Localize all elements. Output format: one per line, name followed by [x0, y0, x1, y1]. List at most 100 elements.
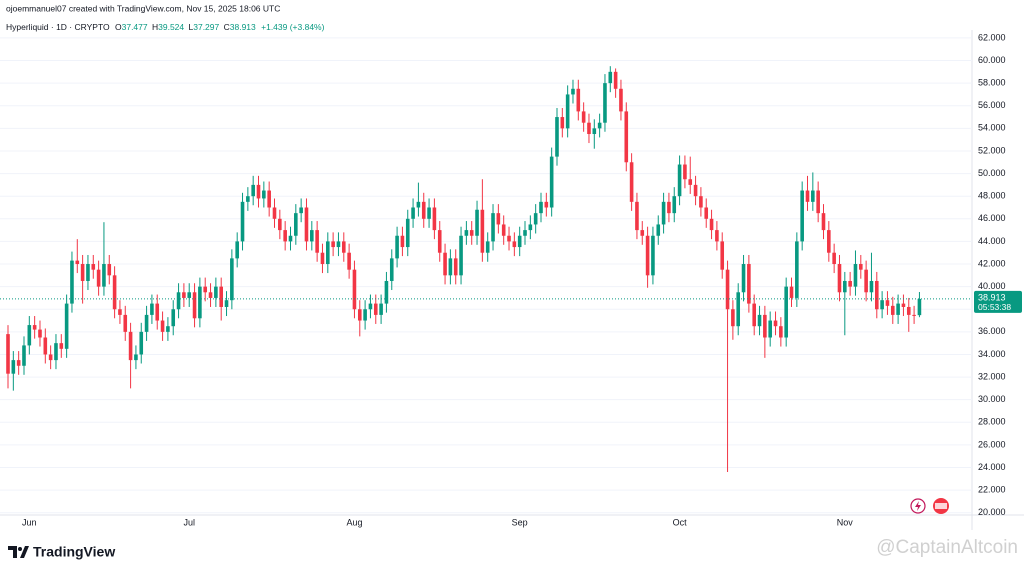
candle-body [166, 326, 170, 332]
y-tick-label: 62.000 [978, 32, 1006, 42]
candle-body [699, 196, 703, 208]
candle-body [278, 218, 282, 231]
candle-body [437, 230, 442, 253]
candle-body [310, 230, 314, 242]
y-tick-label: 36.000 [978, 326, 1006, 336]
candle-body [555, 117, 559, 157]
candle-body [288, 235, 293, 242]
candle-body [32, 325, 37, 330]
h-label: H [152, 22, 158, 32]
countdown: 05:53:38 [978, 302, 1011, 312]
y-tick-label: 46.000 [978, 213, 1006, 223]
candle-body [240, 201, 245, 242]
candle-body [597, 122, 602, 129]
candle-body [757, 314, 762, 327]
candle-body [885, 300, 890, 306]
candle-body [859, 264, 863, 270]
y-tick-label: 28.000 [978, 417, 1006, 427]
x-tick-label: Jul [183, 517, 195, 527]
y-tick-label: 52.000 [978, 145, 1006, 155]
candle-body [613, 71, 618, 89]
y-tick-label: 56.000 [978, 100, 1006, 110]
candle-body [43, 337, 48, 355]
candle-body [453, 258, 458, 276]
candle-body [517, 235, 522, 248]
candle-body [27, 325, 32, 346]
candle-body [768, 320, 772, 338]
candle-body [150, 303, 154, 315]
candle-body [320, 252, 325, 265]
candle-body [432, 207, 437, 231]
candle-body [549, 156, 554, 208]
candle-body [272, 207, 277, 219]
candle-body [901, 303, 906, 307]
candle-body [725, 269, 730, 310]
y-tick-label: 20.000 [978, 507, 1006, 517]
logo-icon [18, 547, 22, 551]
candle-body [821, 213, 826, 231]
candle-body [134, 354, 138, 361]
candle-body [603, 83, 607, 123]
candle-body [112, 275, 117, 310]
candle-body [651, 235, 655, 276]
candle-body [677, 164, 682, 197]
candle-body [528, 224, 533, 231]
y-tick-label: 54.000 [978, 123, 1006, 133]
candle-body [315, 230, 319, 253]
candle-body [182, 292, 186, 298]
l-label: L [189, 22, 194, 32]
candle-body [480, 209, 485, 253]
candle-body [267, 190, 271, 208]
candle-body [123, 314, 128, 332]
logo-text: TradingView [33, 544, 115, 560]
candle-body [688, 179, 693, 185]
candle-body [912, 314, 916, 316]
candle-body [485, 241, 490, 253]
candle-body [357, 309, 362, 321]
y-tick-label: 60.000 [978, 55, 1006, 65]
candle-body [389, 258, 394, 281]
attribution: ojoemmanuel07 created with TradingView.c… [6, 3, 280, 13]
logo: TradingView [8, 544, 115, 560]
candle-body [38, 329, 42, 338]
candle-body [640, 230, 645, 236]
candle-body [80, 264, 85, 281]
y-tick-label: 42.000 [978, 258, 1006, 268]
candle-body [155, 303, 160, 321]
change: +1.439 (+3.84%) [261, 22, 324, 32]
candle-body [203, 286, 208, 293]
candle-body [251, 184, 255, 197]
candle-body [539, 201, 543, 214]
icon [915, 501, 921, 511]
candle-body [459, 235, 463, 276]
y-tick-label: 32.000 [978, 371, 1006, 381]
candle-body [427, 207, 431, 219]
candle-body [624, 111, 629, 163]
candle-body [805, 190, 810, 202]
candle-body [816, 190, 820, 214]
candle-body [411, 207, 415, 219]
y-tick-label: 44.000 [978, 236, 1006, 246]
candle-body [731, 309, 735, 327]
candle-body [70, 260, 74, 304]
candle-body [571, 88, 575, 95]
candle-body [795, 241, 799, 298]
candle-body [171, 309, 176, 327]
candle-body [565, 94, 570, 129]
y-tick-label: 34.000 [978, 349, 1006, 359]
candle-body [22, 345, 26, 366]
candle-body [619, 88, 623, 112]
h-value: 39.524 [158, 22, 184, 32]
candle-body [416, 201, 421, 208]
candle-body [144, 314, 149, 332]
candle-body [208, 292, 213, 298]
y-tick-label: 24.000 [978, 462, 1006, 472]
x-tick-label: Aug [346, 517, 362, 527]
candle-body [405, 218, 410, 248]
candle-body [683, 164, 687, 180]
candle-body [11, 360, 16, 374]
candle-body [128, 331, 133, 361]
candle-body [587, 122, 591, 135]
candle-body [496, 213, 501, 225]
price-tag-label: 38.913 [978, 292, 1006, 302]
